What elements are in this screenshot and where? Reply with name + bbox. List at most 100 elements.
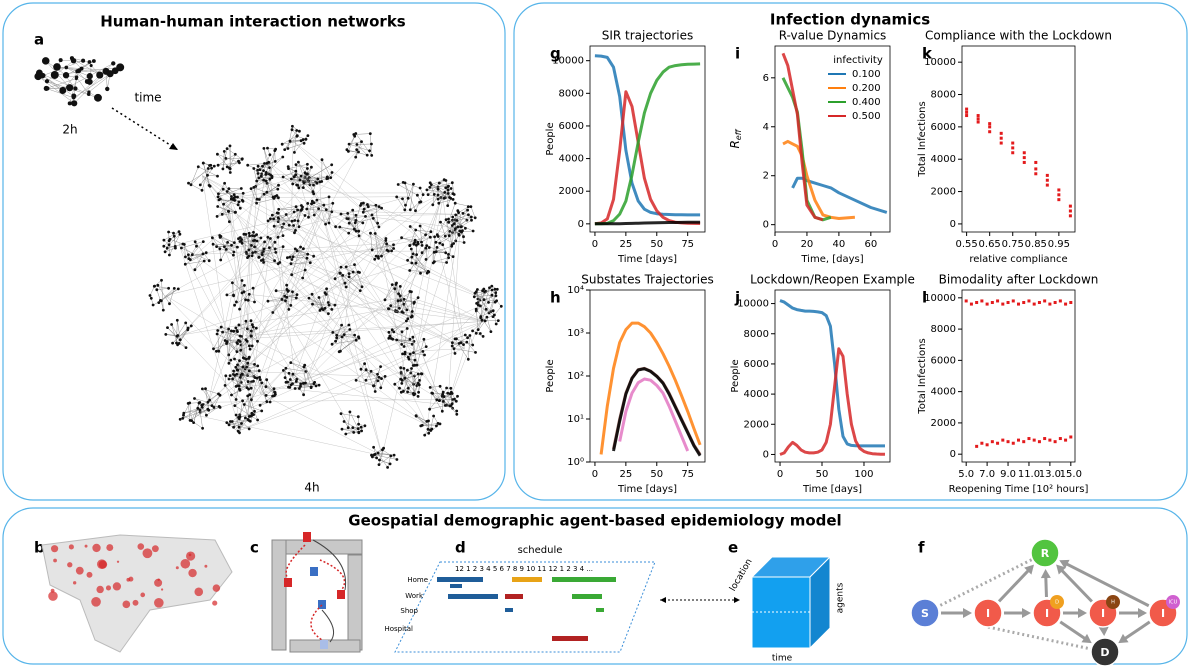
node	[447, 256, 450, 259]
node	[239, 240, 242, 243]
y-axis-label: People	[545, 122, 556, 155]
node	[462, 212, 465, 215]
node	[399, 285, 402, 288]
node	[378, 205, 381, 208]
hotspot	[53, 559, 57, 563]
point	[1064, 303, 1067, 306]
node	[217, 393, 220, 396]
node	[456, 226, 459, 229]
node	[359, 289, 362, 292]
node	[470, 219, 473, 222]
node	[451, 181, 454, 184]
node	[85, 79, 90, 84]
plot-frame	[590, 46, 705, 232]
node	[412, 183, 415, 186]
node	[353, 228, 356, 231]
bar	[552, 636, 588, 641]
point	[988, 130, 991, 133]
node	[259, 404, 262, 407]
y-tick-label: 2	[763, 171, 769, 182]
x-axis-label: Time [days]	[802, 484, 862, 495]
node	[464, 334, 467, 337]
point	[980, 442, 983, 445]
y-tick-label: 0	[578, 219, 584, 230]
node	[477, 328, 480, 331]
node	[370, 143, 373, 146]
node	[497, 319, 500, 322]
node	[424, 247, 427, 250]
node	[407, 197, 410, 200]
node	[292, 255, 295, 258]
x-tick-label: 0.55	[955, 239, 977, 250]
node	[242, 366, 245, 369]
node	[322, 204, 325, 207]
point	[1011, 146, 1014, 149]
node	[247, 380, 250, 383]
node	[213, 406, 216, 409]
node	[281, 298, 284, 301]
node	[485, 308, 488, 311]
node	[376, 379, 379, 382]
node	[406, 391, 409, 394]
hotspot	[194, 588, 203, 597]
node	[173, 287, 176, 290]
node	[239, 236, 242, 239]
node	[222, 188, 225, 191]
node	[297, 220, 300, 223]
node	[380, 377, 383, 380]
node	[237, 430, 240, 433]
panel-label: f	[918, 539, 925, 557]
node	[186, 328, 189, 331]
node	[79, 67, 83, 71]
axis-label: agents	[836, 582, 846, 613]
node	[483, 298, 486, 301]
x-axis-label: Time [days]	[617, 484, 677, 495]
node	[288, 224, 291, 227]
agent	[310, 567, 318, 576]
node	[359, 204, 362, 207]
node	[304, 269, 307, 272]
node	[244, 417, 247, 420]
node	[379, 386, 382, 389]
node	[71, 100, 77, 106]
node	[330, 308, 333, 311]
node	[266, 147, 269, 150]
node	[202, 403, 205, 406]
node	[375, 457, 378, 460]
node	[247, 299, 250, 302]
node	[260, 175, 263, 178]
y-tick-label: 4000	[931, 154, 956, 165]
node	[229, 145, 232, 148]
point	[1057, 193, 1060, 196]
node	[445, 387, 448, 390]
point	[1069, 209, 1072, 212]
node	[253, 410, 256, 413]
node	[244, 298, 247, 301]
hotspot	[76, 567, 84, 575]
point	[965, 108, 968, 111]
node	[495, 299, 498, 302]
node	[184, 263, 187, 266]
network-title: Human-human interaction networks	[100, 13, 406, 31]
node	[479, 315, 482, 318]
cluster-links	[389, 321, 414, 347]
node	[228, 220, 231, 223]
node	[187, 257, 190, 260]
node	[376, 373, 379, 376]
node	[384, 239, 387, 242]
node	[287, 165, 290, 168]
node	[209, 164, 212, 167]
node	[182, 414, 185, 417]
node	[324, 307, 327, 310]
node	[479, 305, 482, 308]
hotspot	[87, 572, 93, 578]
node	[412, 351, 415, 354]
node	[192, 421, 195, 424]
node	[456, 219, 459, 222]
node	[354, 132, 357, 135]
node	[415, 253, 418, 256]
node	[167, 287, 170, 290]
arrow-head	[963, 608, 972, 618]
node	[419, 225, 422, 228]
node	[260, 237, 263, 240]
